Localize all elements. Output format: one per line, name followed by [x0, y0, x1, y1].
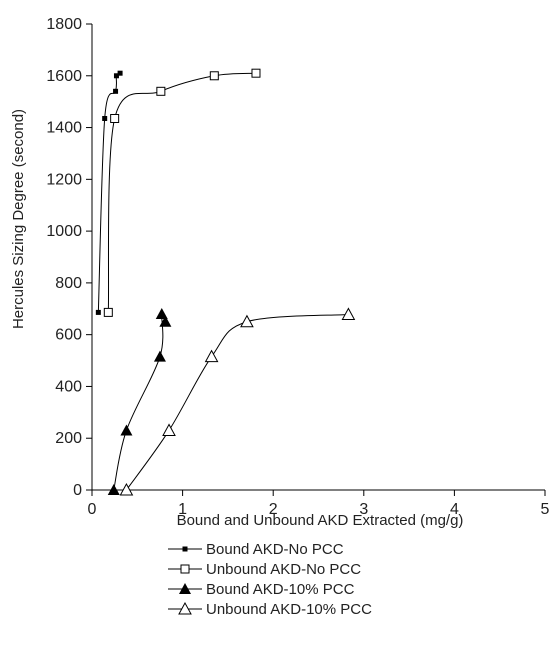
legend-marker-0 [182, 546, 188, 552]
series-points [95, 68, 356, 496]
series-line-3 [126, 313, 349, 491]
legend-label-2: Bound AKD-10% PCC [206, 581, 355, 598]
x-tick-label-4: 4 [450, 501, 459, 518]
legend-label-3: Unbound AKD-10% PCC [206, 601, 372, 618]
legend-marker-3 [178, 601, 192, 615]
data-point-s2-2 [153, 350, 166, 362]
y-tick-label-4: 800 [55, 275, 82, 292]
legend-marker-1 [180, 564, 190, 574]
y-tick-label-6: 1200 [46, 171, 82, 188]
data-point-s2-1 [120, 424, 133, 436]
y-tick-label-0: 0 [73, 482, 82, 499]
x-tick-label-1: 1 [178, 501, 187, 518]
legend-label-1: Unbound AKD-No PCC [206, 561, 361, 578]
x-tick-label-5: 5 [541, 501, 550, 518]
data-point-s1-4 [251, 68, 261, 78]
data-point-s2-4 [159, 315, 172, 327]
data-point-s3-4 [341, 307, 356, 320]
data-point-s3-3 [240, 314, 254, 328]
series-line-2 [113, 312, 166, 491]
y-tick-label-8: 1600 [46, 68, 82, 85]
x-axis-title: Bound and Unbound AKD Extracted (mg/g) [177, 512, 464, 529]
data-point-s0-0 [95, 309, 101, 315]
x-tick-label-0: 0 [88, 501, 97, 518]
data-point-s0-4 [117, 70, 123, 76]
data-point-s2-0 [107, 484, 120, 495]
axes: 0 200 400 600 800 1000 1200 1400 1600 1800 0 1 2 3 4 5 [46, 16, 549, 518]
y-tick-label-3: 600 [55, 327, 82, 344]
data-point-s3-2 [204, 349, 219, 363]
series-lines [97, 72, 349, 491]
y-axis-title: Hercules Sizing Degree (second) [10, 109, 27, 329]
x-tick-label-3: 3 [359, 501, 368, 518]
data-point-s0-3 [113, 73, 119, 79]
y-tick-label-7: 1400 [46, 120, 82, 137]
legend-label-0: Bound AKD-No PCC [206, 541, 344, 558]
y-tick-label-1: 200 [55, 430, 82, 447]
legend-marker-2 [179, 583, 191, 594]
data-point-s3-1 [162, 423, 176, 436]
data-point-s0-2 [113, 88, 119, 94]
y-tick-label-9: 1800 [46, 16, 82, 33]
data-point-s1-3 [209, 71, 219, 81]
data-point-s1-1 [110, 113, 120, 123]
data-point-s2-3 [155, 307, 168, 319]
series-line-1 [107, 72, 257, 313]
data-point-s0-1 [102, 115, 108, 121]
x-tick-label-2: 2 [269, 501, 278, 518]
legend: Bound AKD-No PCC Unbound AKD-No PCC Bound … [168, 541, 372, 618]
y-tick-label-2: 400 [55, 378, 82, 395]
y-tick-label-5: 1000 [46, 223, 82, 240]
data-point-s1-0 [103, 307, 113, 317]
data-point-s3-0 [119, 482, 134, 496]
data-point-s1-2 [156, 86, 166, 96]
